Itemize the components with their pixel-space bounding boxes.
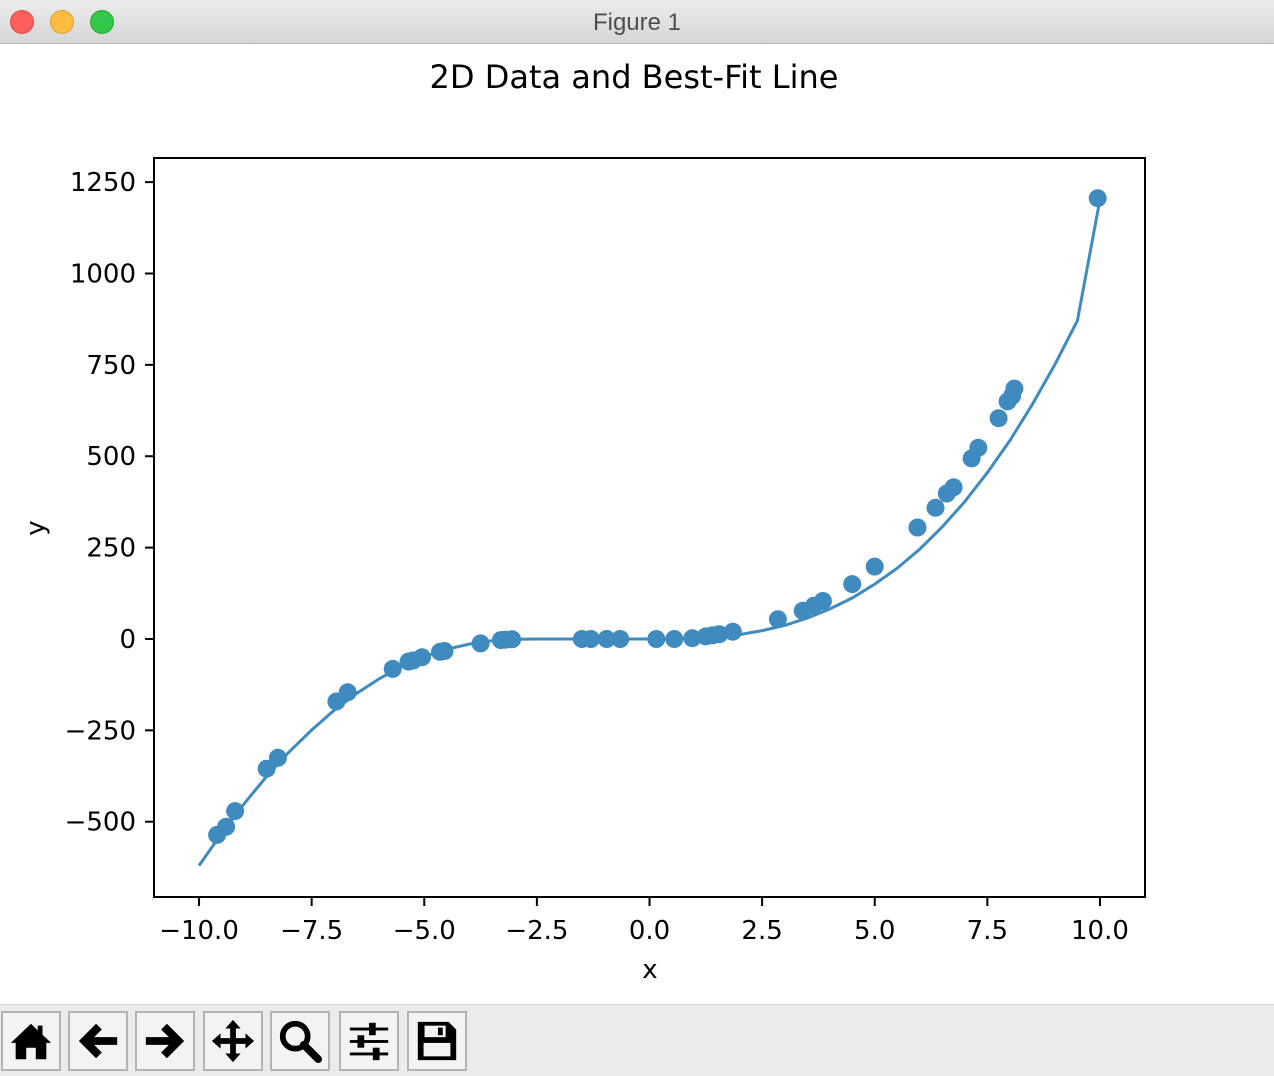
data-point: [1005, 379, 1024, 398]
y-tick-label: −250: [65, 716, 136, 746]
data-point: [1088, 189, 1107, 208]
data-point: [813, 592, 832, 610]
data-point: [471, 634, 490, 653]
y-tick-label: 1000: [70, 259, 136, 289]
data-point: [926, 498, 945, 517]
plot-area: 2D Data and Best-Fit Line −10.0 −7.5 −5.0−…: [0, 44, 1274, 1002]
data-point: [226, 802, 245, 821]
arrow-right-icon: [145, 1023, 185, 1059]
best-fit-line: [197, 199, 1102, 867]
data-point: [768, 610, 787, 629]
forward-button[interactable]: [135, 1011, 195, 1071]
move-icon: [211, 1019, 255, 1063]
x-axis: −10.0 −7.5 −5.0 −2.5 0.0 2.5 5.0 7.5 10.0: [159, 897, 1129, 946]
window-title: Figure 1: [592, 9, 682, 36]
chart[interactable]: 2D Data and Best-Fit Line −10.0 −7.5 −5.0−…: [0, 44, 1274, 1002]
data-point: [338, 683, 357, 702]
floppy-disk-icon: [417, 1021, 457, 1061]
title-bar: Figure 1: [0, 0, 1274, 44]
y-tick-label: 1250: [70, 168, 136, 198]
data-point: [843, 575, 862, 594]
data-point: [710, 625, 729, 644]
data-point: [503, 630, 522, 649]
x-tick-label: 7.5: [967, 916, 1008, 946]
data-point: [969, 438, 988, 457]
x-tick-label: −5.0: [393, 916, 456, 946]
data-point: [597, 630, 616, 648]
data-point: [683, 629, 702, 648]
minimize-window-button[interactable]: [50, 10, 74, 34]
arrow-left-icon: [78, 1023, 118, 1059]
data-point: [647, 630, 666, 648]
save-button[interactable]: [407, 1011, 467, 1071]
y-tick-label: −500: [65, 808, 136, 838]
back-button[interactable]: [68, 1011, 128, 1071]
chart-title: 2D Data and Best-Fit Line: [430, 58, 839, 96]
y-axis: −500 −250 0 250 500 750 1000 1250: [65, 168, 154, 838]
x-tick-label: 5.0: [854, 916, 895, 946]
y-tick-label: 0: [119, 625, 136, 655]
y-tick-label: 750: [86, 351, 136, 381]
x-tick-label: 0.0: [629, 916, 670, 946]
y-tick-label: 250: [86, 534, 136, 564]
configure-subplots-button[interactable]: [339, 1011, 399, 1071]
data-point: [989, 409, 1008, 428]
data-point: [257, 759, 276, 778]
maximize-window-button[interactable]: [90, 10, 114, 34]
home-button[interactable]: [1, 1011, 61, 1071]
sliders-icon: [349, 1022, 389, 1061]
x-tick-label: 10.0: [1071, 916, 1129, 946]
x-tick-label: −7.5: [280, 916, 343, 946]
data-point: [611, 630, 630, 648]
close-window-button[interactable]: [10, 10, 34, 34]
y-tick-label: 500: [86, 442, 136, 472]
data-point: [944, 478, 963, 497]
navigation-toolbar: [0, 1004, 1274, 1076]
data-point: [908, 518, 927, 537]
data-point: [665, 630, 684, 648]
x-tick-label: −2.5: [505, 916, 568, 946]
pan-button[interactable]: [203, 1011, 263, 1071]
data-point: [268, 748, 287, 767]
data-point: [217, 817, 236, 836]
data-point: [435, 642, 454, 660]
y-axis-label: y: [21, 520, 51, 535]
data-points: [208, 189, 1107, 844]
x-tick-label: −10.0: [159, 916, 239, 946]
home-icon: [10, 1023, 52, 1060]
x-tick-label: 2.5: [741, 916, 782, 946]
plot-frame: [153, 157, 1146, 898]
data-point: [581, 630, 600, 648]
data-point: [413, 648, 431, 667]
x-axis-label: x: [642, 955, 657, 985]
magnifier-icon: [279, 1020, 323, 1064]
data-point: [865, 557, 884, 576]
data-point: [723, 622, 742, 641]
data-point: [383, 659, 402, 678]
zoom-button[interactable]: [270, 1011, 330, 1071]
